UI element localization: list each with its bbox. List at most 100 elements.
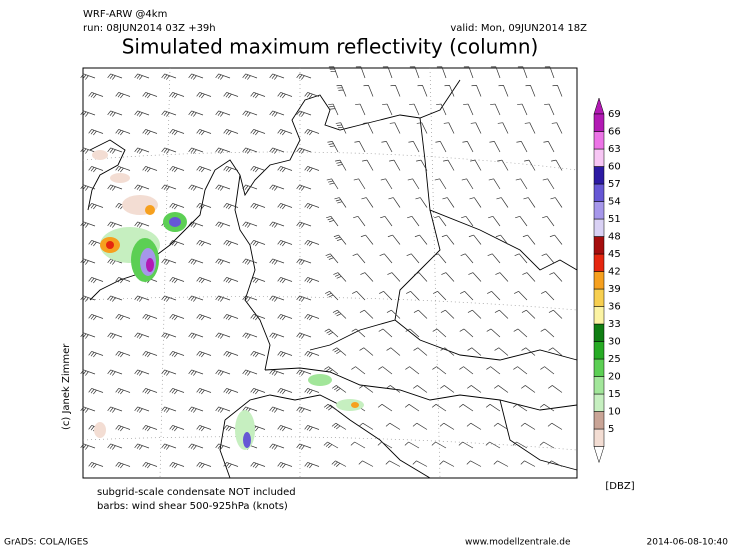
wind-barb	[80, 221, 96, 228]
wind-barb	[215, 258, 231, 265]
wind-barb	[80, 332, 96, 339]
wind-barb	[161, 295, 177, 302]
wind-barb	[490, 103, 501, 116]
colorbar-label: 60	[608, 162, 621, 173]
wind-barb	[461, 178, 474, 190]
wind-barb	[431, 403, 447, 412]
wind-barb	[335, 159, 347, 171]
wind-barb	[188, 221, 204, 228]
wind-barb	[80, 369, 96, 376]
wind-barb	[80, 147, 96, 154]
wind-barb	[134, 443, 150, 450]
wind-barbs	[80, 66, 563, 469]
wind-barb	[493, 460, 509, 467]
wind-barb	[387, 272, 401, 282]
wind-barb	[466, 422, 482, 430]
wind-barb	[552, 85, 563, 97]
wind-barb	[390, 85, 401, 97]
colorbar-label: 33	[608, 319, 621, 330]
reflectivity-cells	[92, 150, 364, 450]
wind-barb	[407, 178, 420, 190]
wind-barb	[486, 366, 501, 375]
wind-barb	[468, 272, 482, 282]
wind-barb	[467, 309, 482, 319]
wind-barb	[115, 425, 131, 432]
wind-barb	[215, 443, 231, 450]
wind-barb	[432, 366, 447, 375]
wind-barb	[188, 332, 204, 339]
wind-barb	[242, 406, 258, 413]
wind-barb	[115, 388, 131, 395]
wind-barb	[409, 66, 420, 79]
wind-barb	[304, 388, 320, 395]
wind-barb	[551, 122, 563, 134]
wind-barb	[115, 351, 131, 358]
wind-barb	[196, 92, 212, 99]
wind-barb	[250, 314, 266, 321]
wind-barb	[363, 85, 374, 97]
wind-barb	[494, 309, 509, 319]
colorbar-label: 54	[608, 197, 621, 208]
wind-barb	[161, 73, 177, 80]
wind-barb	[196, 203, 212, 210]
wind-barb	[550, 197, 563, 208]
colorbar-label: 51	[608, 214, 621, 225]
wind-barb	[520, 460, 536, 467]
wind-barb	[242, 369, 258, 376]
wind-barb	[514, 291, 528, 301]
wind-barb	[468, 234, 482, 245]
wind-barb	[196, 240, 212, 247]
wind-barb	[439, 460, 455, 467]
wind-barb	[169, 425, 185, 432]
wind-barb	[462, 141, 474, 153]
wind-barb	[115, 462, 131, 469]
wind-barb	[549, 272, 563, 282]
wind-barb	[242, 184, 258, 191]
wind-barb	[269, 406, 285, 413]
wind-barb	[350, 441, 366, 449]
wind-barb	[142, 388, 158, 395]
wind-barb	[223, 129, 239, 136]
wind-barb	[443, 159, 455, 171]
wind-barb	[188, 295, 204, 302]
wind-barb	[215, 406, 231, 413]
map-frame	[82, 67, 578, 479]
wind-barb	[277, 425, 293, 432]
wind-barb	[242, 221, 258, 228]
wind-barb	[360, 234, 374, 245]
wind-barb	[463, 103, 474, 116]
wind-barb	[470, 122, 482, 134]
wind-barb	[107, 73, 123, 80]
wind-barb	[242, 73, 258, 80]
wind-barb	[296, 184, 312, 191]
wind-barb	[461, 215, 474, 227]
wind-barb	[196, 277, 212, 284]
colorbar-label: 5	[608, 424, 614, 435]
wind-barb	[134, 73, 150, 80]
colorbar-label: 63	[608, 144, 621, 155]
wind-barb	[440, 309, 455, 319]
colorbar-label: 30	[608, 337, 621, 348]
wind-barb	[188, 443, 204, 450]
colorbar-band	[593, 393, 605, 412]
wind-barb	[513, 366, 528, 375]
wind-barb	[169, 166, 185, 173]
wind-barb	[169, 240, 185, 247]
wind-barb	[304, 240, 320, 247]
wind-barb	[382, 66, 393, 79]
wind-barb	[134, 332, 150, 339]
wind-barb	[169, 203, 185, 210]
wind-barb	[434, 178, 447, 190]
wind-barb	[142, 129, 158, 136]
wind-barb	[107, 184, 123, 191]
wind-barb	[134, 406, 150, 413]
wind-barb	[134, 147, 150, 154]
wind-barb	[470, 159, 482, 171]
wind-barb	[277, 277, 293, 284]
wind-barb	[435, 141, 447, 153]
wind-barb	[385, 422, 401, 430]
wind-barb	[333, 272, 347, 282]
wind-barb	[525, 85, 536, 97]
wind-barb	[196, 351, 212, 358]
wind-barb	[115, 166, 131, 173]
